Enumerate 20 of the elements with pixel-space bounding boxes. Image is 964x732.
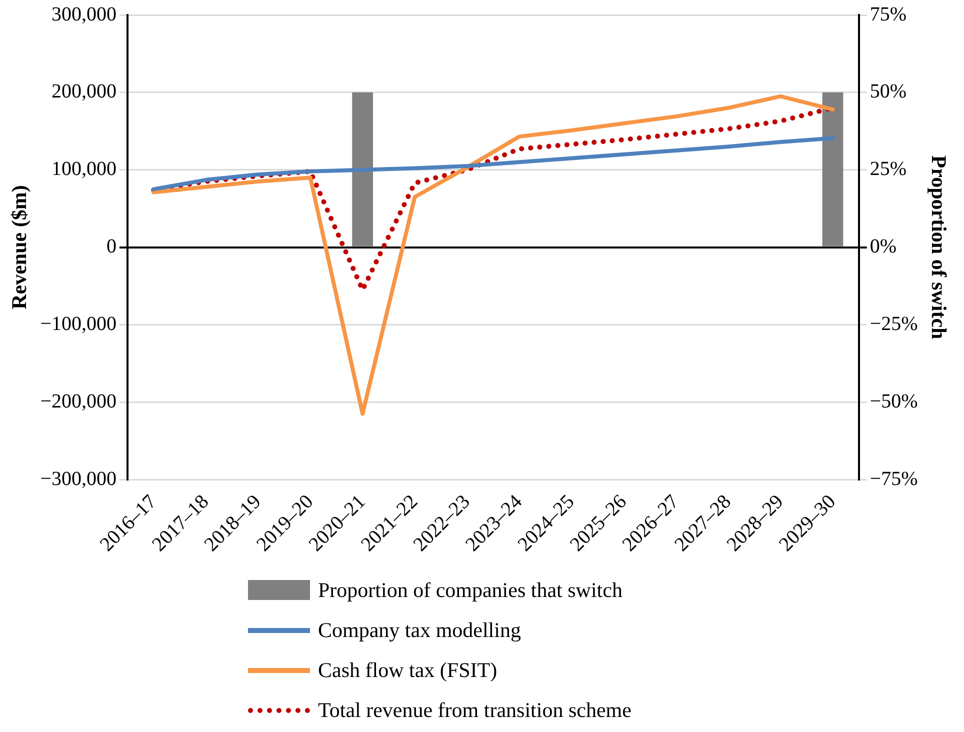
y-tick-label: −100,000 <box>40 312 116 335</box>
y-tick-label: −200,000 <box>40 390 116 412</box>
legend-label: Proportion of companies that switch <box>318 578 622 602</box>
y-tick-label: −300,000 <box>40 468 116 490</box>
y-tick-label: 200,000 <box>51 80 116 103</box>
y-axis-title: Revenue ($m) <box>7 185 32 310</box>
y2-axis-title: Proportion of switch <box>926 155 951 340</box>
y2-tick-label: 0% <box>870 236 897 258</box>
legend-label: Company tax modelling <box>318 618 521 642</box>
y-tick-label: 300,000 <box>51 3 116 26</box>
y2-tick-label: 50% <box>870 80 907 103</box>
y-tick-label: 0 <box>106 236 116 258</box>
y2-tick-label: −25% <box>870 312 918 335</box>
legend-label: Total revenue from transition scheme <box>318 698 632 722</box>
y2-tick-label: 75% <box>870 3 907 26</box>
y2-tick-label: 25% <box>870 158 907 180</box>
y2-tick-label: −75% <box>870 468 918 490</box>
y2-tick-label: −50% <box>870 390 918 412</box>
y-tick-label: 100,000 <box>51 158 116 180</box>
legend-label: Cash flow tax (FSIT) <box>318 658 498 682</box>
